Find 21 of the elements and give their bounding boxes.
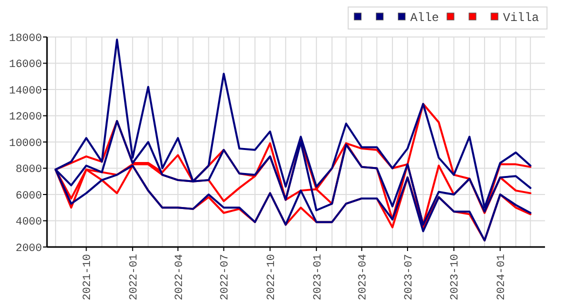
y-tick-label: 2000 — [16, 242, 42, 255]
y-tick-label: 12000 — [8, 112, 42, 124]
x-tick-label: 2022-04 — [174, 254, 186, 300]
x-tick-label: 2022-01 — [128, 254, 140, 300]
y-tick-label: 10000 — [8, 138, 42, 150]
legend-label: Villa — [503, 11, 540, 25]
x-tick-label: 2022-07 — [220, 254, 232, 300]
x-tick-label: 2023-04 — [358, 254, 370, 300]
x-tick-label: 2023-01 — [312, 254, 324, 300]
y-tick-label: 18000 — [8, 32, 42, 45]
x-tick-label: 2024-01 — [496, 254, 508, 300]
y-tick-label: 4000 — [16, 216, 42, 229]
y-tick-label: 8000 — [16, 164, 42, 176]
x-tick-label: 2023-10 — [450, 254, 462, 300]
x-tick-label: 2022-10 — [266, 254, 278, 300]
x-tick-label: 2021-10 — [82, 254, 94, 300]
y-tick-label: 14000 — [8, 85, 42, 98]
x-tick-label: 2023-07 — [403, 254, 416, 300]
legend-label: Alle — [410, 11, 440, 25]
y-tick-label: 6000 — [16, 190, 42, 202]
y-tick-label: 16000 — [8, 59, 42, 72]
